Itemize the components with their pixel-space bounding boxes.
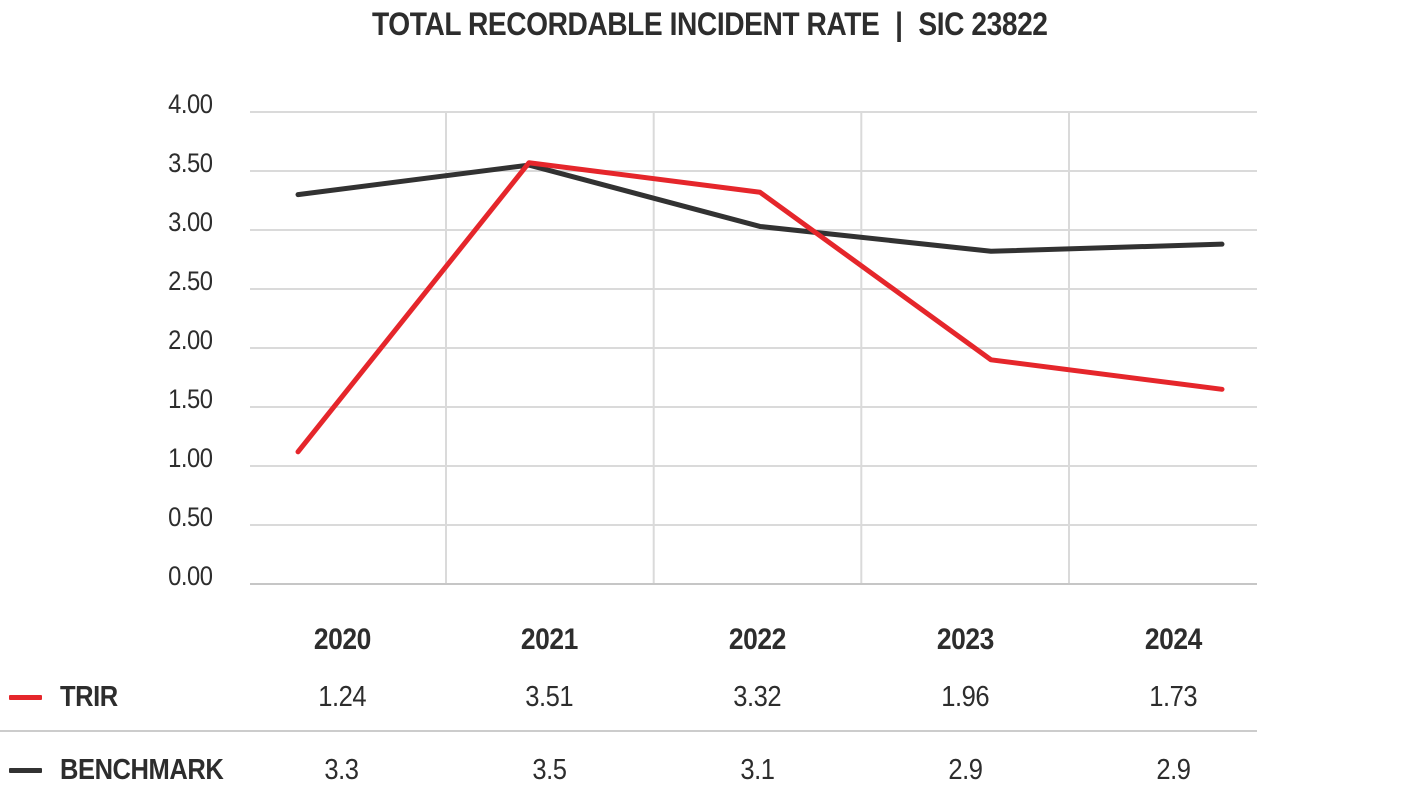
title-separator: | [895,6,903,42]
trir-value: 3.51 [525,680,574,713]
data-table: 2020 2021 2022 2023 2024 TRIR 1.24 3.51 … [0,616,1277,799]
year-header: 2021 [521,623,579,656]
page-title: TOTAL RECORDABLE INCIDENT RATE | SIC 23822 [0,6,1420,43]
y-axis-tick-label: 3.00 [168,207,214,237]
y-axis-tick-label: 3.50 [168,148,214,178]
legend-benchmark-swatch [9,768,42,773]
benchmark-value: 2.9 [1156,754,1191,786]
benchmark-value: 3.3 [324,754,360,786]
year-header: 2023 [936,623,994,656]
legend-trir-label: TRIR [60,680,118,713]
table-corner-cell [0,616,238,664]
y-axis-tick-label: 4.00 [168,89,214,119]
legend-benchmark-label: BENCHMARK [60,754,224,786]
y-axis-tick-label: 2.00 [168,325,214,355]
legend-benchmark: BENCHMARK [0,730,238,799]
year-header: 2024 [1144,623,1202,656]
benchmark-value: 2.9 [948,754,983,786]
y-axis-tick-label: 1.50 [168,384,214,414]
benchmark-line [295,162,1225,254]
trir-value: 1.24 [317,680,366,713]
trir-value: 3.32 [733,680,782,713]
y-axis-tick-label: 1.00 [168,443,214,473]
trir-line [295,160,1225,455]
chart-title-text: TOTAL RECORDABLE INCIDENT RATE [372,6,880,42]
benchmark-value: 3.5 [532,754,568,786]
trir-value: 1.73 [1149,680,1198,713]
y-axis: 4.00 3.50 3.00 2.50 2.00 1.50 1.00 0.50 0.00 [120,0,214,600]
y-axis-tick-label: 0.00 [168,561,214,591]
year-header: 2022 [728,623,786,656]
table-divider [0,730,1257,732]
legend-trir: TRIR [0,664,238,730]
trir-value: 1.96 [941,680,990,713]
y-axis-tick-label: 2.50 [168,266,214,296]
chart-title-code: SIC 23822 [918,6,1049,42]
year-header: 2020 [313,623,371,656]
y-axis-tick-label: 0.50 [168,502,214,532]
legend-trir-swatch [9,694,42,700]
benchmark-value: 3.1 [740,754,775,786]
